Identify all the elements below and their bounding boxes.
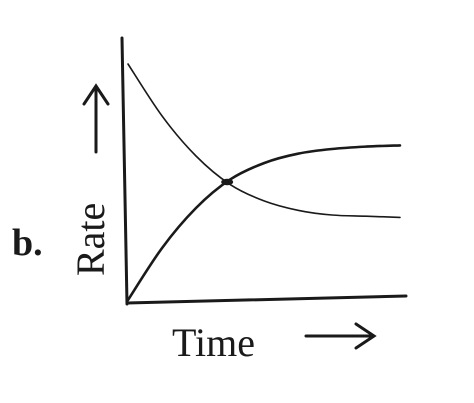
y-axis-line xyxy=(120,36,129,306)
panel-label: b. xyxy=(12,222,43,264)
series-decreasing-curve xyxy=(127,63,401,219)
axes xyxy=(120,36,408,306)
y-axis-arrow xyxy=(82,83,110,154)
x-axis-label: Time xyxy=(172,320,255,365)
x-axis-line xyxy=(125,294,408,305)
equilibrium-point xyxy=(221,178,234,186)
y-axis-label: Rate xyxy=(68,203,113,276)
series-increasing-curve xyxy=(126,144,402,302)
x-axis-arrow xyxy=(304,322,377,350)
series-layer xyxy=(126,63,402,302)
